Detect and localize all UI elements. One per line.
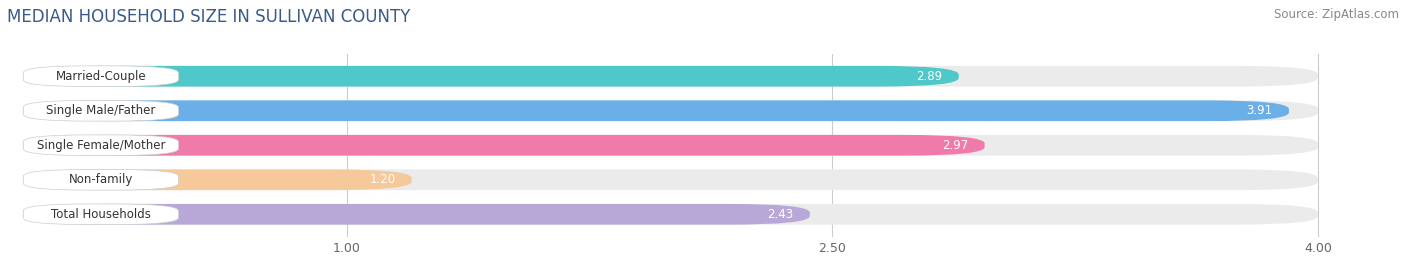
- Text: MEDIAN HOUSEHOLD SIZE IN SULLIVAN COUNTY: MEDIAN HOUSEHOLD SIZE IN SULLIVAN COUNTY: [7, 8, 411, 26]
- FancyBboxPatch shape: [24, 66, 959, 87]
- Text: 2.97: 2.97: [942, 139, 969, 152]
- FancyBboxPatch shape: [24, 204, 179, 225]
- FancyBboxPatch shape: [24, 100, 1289, 121]
- FancyBboxPatch shape: [24, 135, 984, 155]
- FancyBboxPatch shape: [24, 135, 1317, 155]
- FancyBboxPatch shape: [24, 204, 810, 225]
- FancyBboxPatch shape: [24, 169, 412, 190]
- Text: 3.91: 3.91: [1247, 104, 1272, 117]
- FancyBboxPatch shape: [24, 100, 179, 121]
- Text: Married-Couple: Married-Couple: [56, 70, 146, 83]
- Text: Source: ZipAtlas.com: Source: ZipAtlas.com: [1274, 8, 1399, 21]
- FancyBboxPatch shape: [24, 169, 179, 190]
- FancyBboxPatch shape: [24, 135, 179, 155]
- Text: Non-family: Non-family: [69, 173, 134, 186]
- FancyBboxPatch shape: [24, 169, 1317, 190]
- Text: Single Male/Father: Single Male/Father: [46, 104, 156, 117]
- Text: 2.43: 2.43: [768, 208, 793, 221]
- FancyBboxPatch shape: [24, 66, 1317, 87]
- Text: 1.20: 1.20: [370, 173, 395, 186]
- Text: 2.89: 2.89: [917, 70, 942, 83]
- FancyBboxPatch shape: [24, 66, 179, 87]
- Text: Total Households: Total Households: [51, 208, 150, 221]
- FancyBboxPatch shape: [24, 100, 1317, 121]
- FancyBboxPatch shape: [24, 204, 1317, 225]
- Text: Single Female/Mother: Single Female/Mother: [37, 139, 165, 152]
